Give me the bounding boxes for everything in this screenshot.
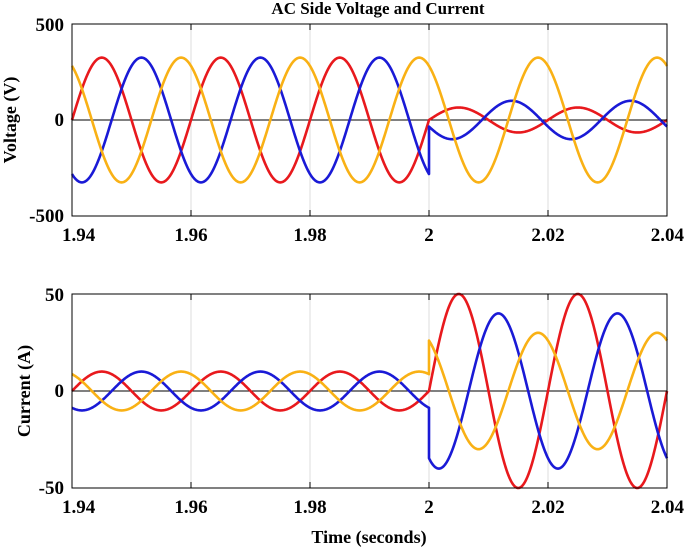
current-x-tick-label: 2.02 (531, 497, 564, 518)
current-x-tick-label: 2 (424, 497, 434, 518)
current-y-axis-label: Current (A) (14, 345, 35, 437)
voltage-y-tick-label: 0 (55, 110, 65, 131)
current-x-tick-label: 2.04 (651, 497, 685, 518)
voltage-x-tick-label: 1.98 (293, 225, 326, 246)
voltage-series-line-2 (70, 56, 668, 184)
current-panel: Current (A) 1.94 1.96 1.98 2 2.02 2.04 -50 0 50 (14, 285, 685, 518)
voltage-series-line-3 (70, 56, 669, 184)
current-x-tick-label: 1.94 (62, 497, 96, 518)
current-x-tick-label: 1.98 (293, 497, 326, 518)
voltage-x-tick-label: 1.94 (62, 225, 96, 246)
current-y-tick-label: 50 (45, 285, 64, 306)
voltage-series-line-1 (70, 56, 668, 184)
voltage-x-tick-label: 2.04 (651, 225, 685, 246)
voltage-x-tick-label: 2.02 (531, 225, 564, 246)
current-y-tick-label: 0 (55, 381, 65, 402)
voltage-x-tick-label: 1.96 (174, 225, 207, 246)
voltage-y-tick-label: 500 (36, 15, 65, 36)
voltage-panel: Voltage (V) 1.94 1.96 1.98 2 2.02 2.04 -500 0 50… (0, 15, 685, 246)
x-axis-label: Time (seconds) (311, 527, 426, 548)
current-x-tick-label: 1.96 (174, 497, 207, 518)
current-series-line-2 (71, 312, 669, 470)
chart-title: AC Side Voltage and Current (271, 0, 484, 18)
voltage-y-axis-label: Voltage (V) (0, 77, 21, 164)
current-y-tick-label: -50 (39, 478, 64, 499)
voltage-x-tick-label: 2 (424, 225, 434, 246)
current-series-line-3 (71, 331, 669, 451)
voltage-y-tick-label: -500 (29, 206, 64, 227)
current-series-line-1 (71, 292, 669, 490)
